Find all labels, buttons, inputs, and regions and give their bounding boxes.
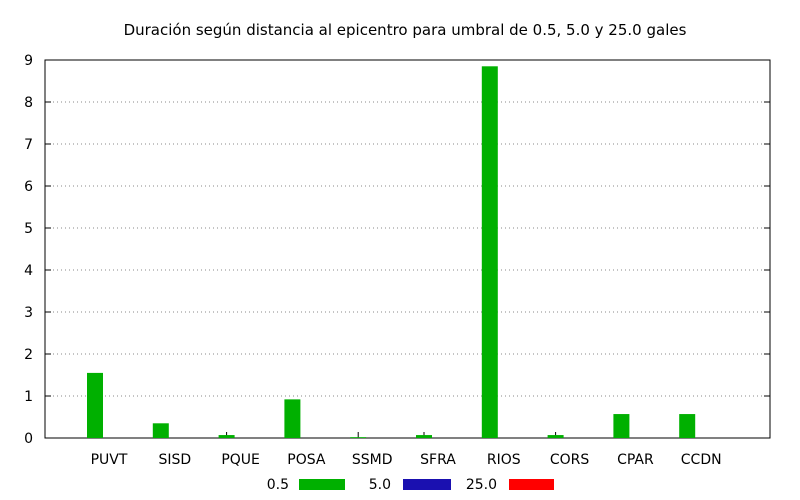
- x-tick-label-posa: POSA: [287, 452, 326, 468]
- y-tick-label: 8: [24, 95, 33, 111]
- x-tick-label-cpar: CPAR: [617, 452, 654, 468]
- y-tick-label: 3: [24, 305, 33, 321]
- y-tick-label: 1: [24, 389, 33, 405]
- y-tick-label: 2: [24, 347, 33, 363]
- bar-puvt-0_5: [87, 372, 103, 438]
- bar-sfra-0_5: [416, 435, 432, 438]
- bar-cors-0_5: [547, 435, 564, 438]
- bars: [87, 66, 696, 439]
- y-tick-label: 4: [24, 263, 33, 279]
- x-tick-label-rios: RIOS: [487, 452, 521, 468]
- y-tick-label: 6: [24, 179, 33, 195]
- bar-posa-0_5: [284, 399, 301, 438]
- grid-lines: [45, 101, 770, 397]
- y-tick-label: 7: [24, 137, 33, 153]
- legend-swatch-0_5: [299, 479, 345, 490]
- x-tick-label-sisd: SISD: [158, 452, 191, 468]
- legend-label-0_5: 0.5: [267, 477, 289, 493]
- plot-frame: [44, 59, 771, 439]
- y-tick-label: 0: [24, 431, 33, 447]
- bar-cpar-0_5: [613, 414, 630, 438]
- legend-swatch-5_0: [403, 479, 451, 490]
- bar-ccdn-0_5: [679, 414, 696, 438]
- axes: [44, 59, 771, 439]
- x-tick-label-ssmd: SSMD: [352, 452, 393, 468]
- x-tick-label-sfra: SFRA: [420, 452, 456, 468]
- x-tick-label-cors: CORS: [550, 452, 590, 468]
- bar-ssmd-0_5: [350, 437, 367, 438]
- x-tick-label-pque: PQUE: [221, 452, 260, 468]
- bar-rios-0_5: [481, 66, 498, 439]
- x-tick-label-ccdn: CCDN: [681, 452, 722, 468]
- bar-sisd-0_5: [152, 423, 169, 438]
- legend-label-25_0: 25.0: [466, 477, 497, 493]
- y-tick-label: 9: [24, 53, 33, 69]
- legend-label-5_0: 5.0: [369, 477, 391, 493]
- legend: 0.5 5.0 25.0: [267, 477, 554, 493]
- legend-swatch-25_0: [509, 479, 554, 490]
- bar-pque-0_5: [218, 435, 235, 438]
- y-tick-label: 5: [24, 221, 33, 237]
- axis-labels: 0 1 2 3 4 5 6 7 8 9 PUVT SISD PQUE POSA SSMD SFRA RIOS CO…: [24, 53, 722, 468]
- chart-title: Duración según distancia al epicentro pa…: [124, 21, 687, 39]
- x-tick-label-puvt: PUVT: [91, 452, 128, 468]
